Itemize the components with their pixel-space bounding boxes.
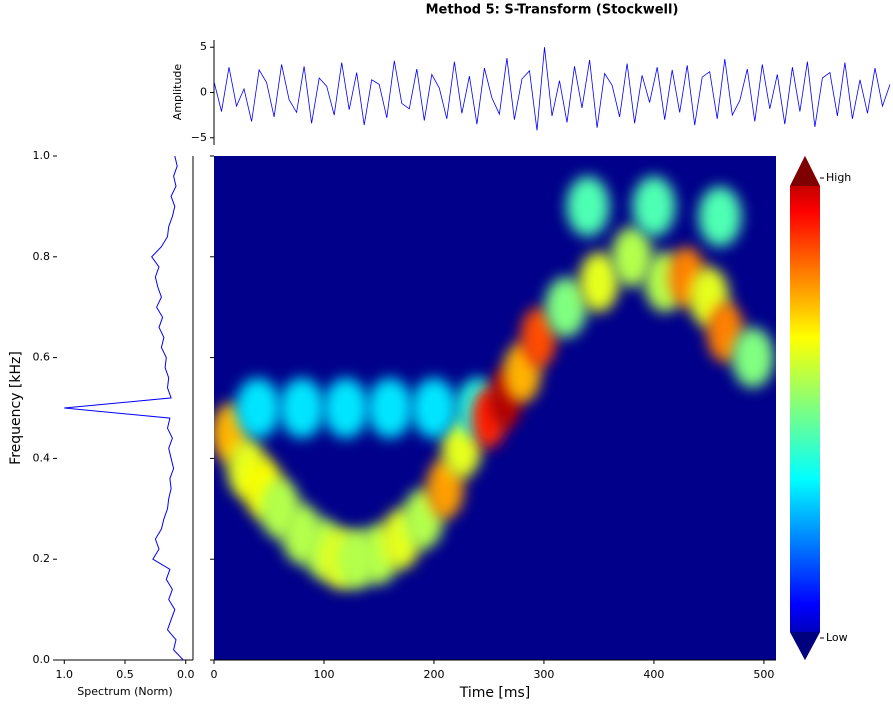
y-tick-label: 0.0	[33, 653, 51, 666]
x-tick-label: 200	[423, 668, 444, 681]
y-tick-label: 0.6	[33, 351, 51, 364]
x-tick-label: 1.0	[56, 668, 74, 681]
colorbar-extend	[790, 632, 820, 660]
energy-blob	[411, 378, 457, 438]
colorbar-label: Low	[826, 631, 848, 644]
y-axis-label: Frequency [kHz]	[8, 351, 24, 465]
energy-blob	[566, 176, 610, 237]
energy-blob	[632, 176, 676, 237]
energy-blob	[698, 186, 742, 247]
energy-blob	[367, 378, 413, 438]
colorbar-extend	[790, 156, 820, 186]
energy-blob	[578, 252, 619, 312]
x-tick-label: 0	[211, 668, 218, 681]
energy-blob	[544, 277, 587, 338]
y-axis-label: Amplitude	[171, 64, 184, 121]
y-tick-label: 5	[200, 40, 207, 53]
signal-line	[213, 47, 891, 131]
y-tick-label: 1.0	[33, 149, 51, 162]
x-tick-label: 0.0	[177, 668, 195, 681]
y-tick-label: 0	[200, 86, 207, 99]
energy-blob	[611, 226, 653, 287]
spectrum-line	[64, 155, 184, 661]
energy-blob	[520, 307, 557, 368]
energy-blob	[235, 378, 281, 438]
y-tick-label: 0.8	[33, 250, 51, 263]
x-tick-label: 0.5	[116, 668, 134, 681]
energy-blob	[323, 378, 369, 438]
colorbar	[790, 156, 820, 660]
heatmap	[214, 156, 776, 660]
x-tick-label: 400	[643, 668, 664, 681]
colorbar-label: High	[826, 171, 851, 184]
chart-title: Method 5: S-Transform (Stockwell)	[426, 3, 679, 18]
x-axis-label: Time [ms]	[459, 685, 531, 701]
x-tick-label: 100	[313, 668, 334, 681]
y-tick-label: 0.4	[33, 451, 51, 464]
x-tick-label: 300	[533, 668, 554, 681]
x-axis-label: Spectrum (Norm)	[77, 685, 172, 698]
x-tick-label: 500	[753, 668, 774, 681]
y-tick-label: 0.2	[33, 552, 51, 565]
y-tick-label: −5	[191, 131, 207, 144]
energy-blob	[731, 327, 774, 388]
energy-blob	[279, 378, 325, 438]
